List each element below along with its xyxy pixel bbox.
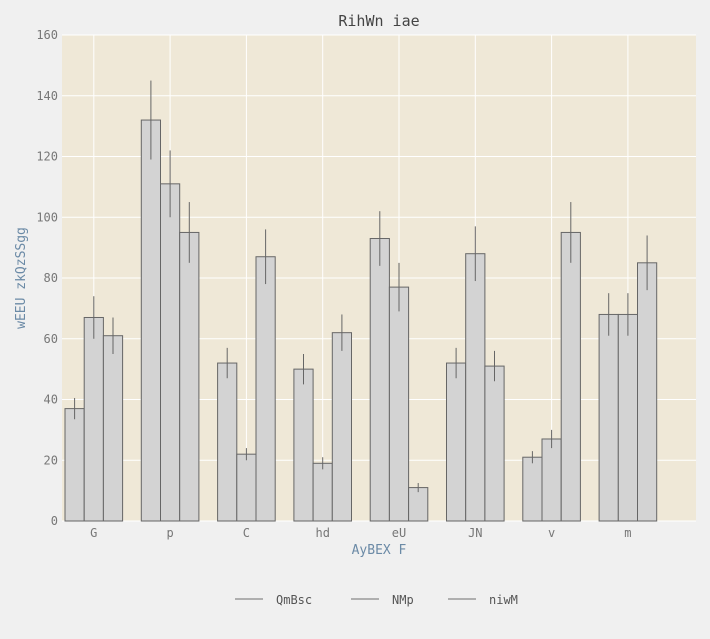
bar [541, 438, 562, 522]
x-tick-label: eU [392, 526, 406, 540]
legend: QmBsc NMp niwM [235, 593, 518, 607]
y-tick-label: 40 [44, 393, 58, 407]
error-bars [74, 80, 648, 493]
bar [102, 335, 124, 522]
bars [64, 119, 658, 522]
x-tick-label: p [166, 526, 173, 540]
x-tick-label: v [548, 526, 555, 540]
bar [446, 362, 467, 522]
bar [388, 286, 410, 522]
chart-title: RihWn iae [338, 12, 419, 30]
bar [484, 365, 505, 522]
x-axis-label: AyBEX F [352, 543, 407, 558]
legend-label: niwM [489, 593, 518, 607]
bar [83, 316, 104, 522]
bar [522, 456, 543, 522]
bar [293, 368, 314, 522]
bar [369, 238, 390, 522]
bar [637, 262, 658, 522]
bar [560, 231, 581, 522]
bar [160, 183, 181, 522]
y-tick-label: 120 [36, 150, 58, 164]
legend-label: QmBsc [276, 593, 312, 607]
bar [331, 332, 352, 522]
bar [64, 408, 85, 522]
legend-label: NMp [392, 593, 414, 607]
y-tick-label: 100 [36, 210, 58, 224]
x-tick-label: hd [315, 526, 329, 540]
y-tick-label: 20 [44, 453, 58, 467]
y-axis-label: wEEU zkQzSSgg [14, 227, 29, 329]
x-tick-label: m [624, 526, 631, 540]
bar [140, 119, 162, 522]
bar [312, 462, 333, 522]
bar [465, 253, 486, 522]
bar [236, 453, 257, 522]
bar [408, 487, 429, 522]
bar [255, 256, 276, 522]
y-axis-ticks: 0 20 40 60 80 100 120 140 160 [36, 28, 58, 528]
y-tick-label: 140 [36, 89, 58, 103]
bar [217, 362, 238, 522]
bar [179, 231, 200, 522]
y-tick-label: 60 [44, 332, 58, 346]
y-tick-label: 160 [36, 28, 58, 42]
y-tick-label: 80 [44, 271, 58, 285]
x-tick-label: JN [468, 526, 482, 540]
bar [598, 313, 619, 522]
bar [617, 313, 638, 522]
y-tick-label: 0 [51, 514, 58, 528]
x-tick-label: G [90, 526, 97, 540]
x-tick-label: C [243, 526, 250, 540]
